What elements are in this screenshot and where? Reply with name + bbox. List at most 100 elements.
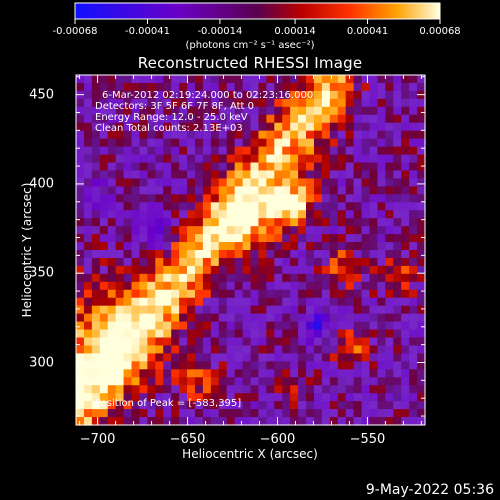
heatmap-cell	[361, 90, 371, 100]
heatmap-cell	[313, 122, 323, 132]
heatmap-cell	[179, 178, 188, 187]
heatmap-cell	[290, 226, 299, 235]
heatmap-cell	[163, 265, 172, 275]
heatmap-cell	[377, 305, 386, 315]
heatmap-cell	[99, 82, 109, 92]
heatmap-cell	[155, 186, 164, 195]
heatmap-cell	[290, 369, 299, 378]
heatmap-cell	[329, 130, 339, 140]
heatmap-cell	[266, 106, 275, 116]
heatmap-cell	[306, 401, 315, 410]
heatmap-cell	[171, 409, 180, 418]
heatmap-cell	[377, 289, 386, 299]
heatmap-cell	[393, 257, 402, 267]
heatmap-cell	[250, 218, 260, 227]
heatmap-cell	[258, 377, 267, 386]
heatmap-cell	[115, 82, 125, 92]
heatmap-cell	[329, 154, 339, 164]
heatmap-cell	[179, 170, 188, 179]
heatmap-cell	[155, 385, 164, 394]
heatmap-cell	[274, 242, 283, 251]
heatmap-cell	[171, 313, 180, 323]
heatmap-cell	[226, 122, 236, 132]
heatmap-cell	[290, 106, 299, 116]
heatmap-cell	[202, 345, 212, 354]
heatmap-cell	[139, 289, 148, 299]
heatmap-cell	[385, 82, 394, 92]
heatmap-cell	[99, 393, 109, 402]
heatmap-cell	[163, 337, 172, 347]
heatmap-cell	[107, 401, 117, 410]
heatmap-cell	[250, 138, 260, 148]
heatmap-cell	[187, 178, 196, 187]
heatmap-cell	[226, 170, 236, 179]
heatmap-cell	[123, 234, 133, 243]
heatmap-cell	[329, 194, 339, 203]
heatmap-cell	[250, 210, 260, 219]
heatmap-cell	[321, 202, 331, 211]
heatmap-cell	[393, 154, 402, 164]
heatmap-cell	[306, 226, 315, 235]
heatmap-cell	[361, 289, 371, 299]
heatmap-cell	[218, 353, 228, 362]
heatmap-cell	[353, 337, 363, 347]
heatmap-cell	[298, 361, 307, 370]
heatmap-cell	[306, 361, 315, 370]
heatmap-cell	[147, 226, 156, 235]
heatmap-cell	[171, 90, 180, 100]
heatmap-cell	[321, 369, 331, 378]
heatmap-cell	[187, 138, 196, 148]
heatmap-cell	[99, 273, 109, 283]
heatmap-cell	[115, 401, 125, 410]
axis-tick-marks	[76, 75, 425, 425]
heatmap-cell	[321, 417, 331, 426]
heatmap-cell	[107, 106, 117, 116]
heatmap-cell	[361, 186, 371, 195]
heatmap-cell	[369, 377, 379, 386]
heatmap-cell	[234, 218, 244, 227]
heatmap-cell	[274, 377, 283, 386]
heatmap-cell	[258, 313, 267, 323]
heatmap-cell	[377, 257, 386, 267]
heatmap-cell	[337, 218, 347, 227]
heatmap-cell	[163, 218, 172, 227]
heatmap-cell	[242, 409, 252, 418]
heatmap-cell	[83, 337, 93, 347]
heatmap-cell	[107, 226, 117, 235]
heatmap-cell	[313, 226, 323, 235]
heatmap-cell	[417, 106, 426, 116]
heatmap-cell	[321, 162, 331, 172]
heatmap-cell	[242, 250, 252, 259]
heatmap-cell	[91, 313, 101, 323]
heatmap-cell	[409, 75, 418, 84]
heatmap-cell	[234, 234, 244, 243]
heatmap-cell	[258, 242, 267, 251]
heatmap-cell	[377, 250, 386, 259]
heatmap-cell	[115, 273, 125, 283]
heatmap-cell	[409, 122, 418, 132]
heatmap-cell	[306, 353, 315, 362]
heatmap-cell	[329, 297, 339, 307]
heatmap-cell	[226, 289, 236, 299]
heatmap-cell	[282, 265, 291, 275]
heatmap-cell	[377, 90, 386, 100]
heatmap-cell	[417, 345, 426, 354]
heatmap-cell	[393, 226, 402, 235]
heatmap-cell	[290, 75, 299, 84]
heatmap-cell	[290, 154, 299, 164]
heatmap-cell	[401, 377, 410, 386]
heatmap-cell	[329, 178, 339, 187]
heatmap-cell	[313, 313, 323, 323]
heatmap-cell	[179, 385, 188, 394]
heatmap-cell	[115, 234, 125, 243]
heatmap-cell	[274, 393, 283, 402]
heatmap-cell	[83, 162, 93, 172]
heatmap-cell	[202, 234, 212, 243]
heatmap-cell	[353, 417, 363, 426]
heatmap-cell	[258, 82, 267, 92]
heatmap-cell	[329, 353, 339, 362]
heatmap-cell	[377, 345, 386, 354]
heatmap-cell	[361, 361, 371, 370]
heatmap-cell	[417, 401, 426, 410]
heatmap-cell	[131, 289, 141, 299]
